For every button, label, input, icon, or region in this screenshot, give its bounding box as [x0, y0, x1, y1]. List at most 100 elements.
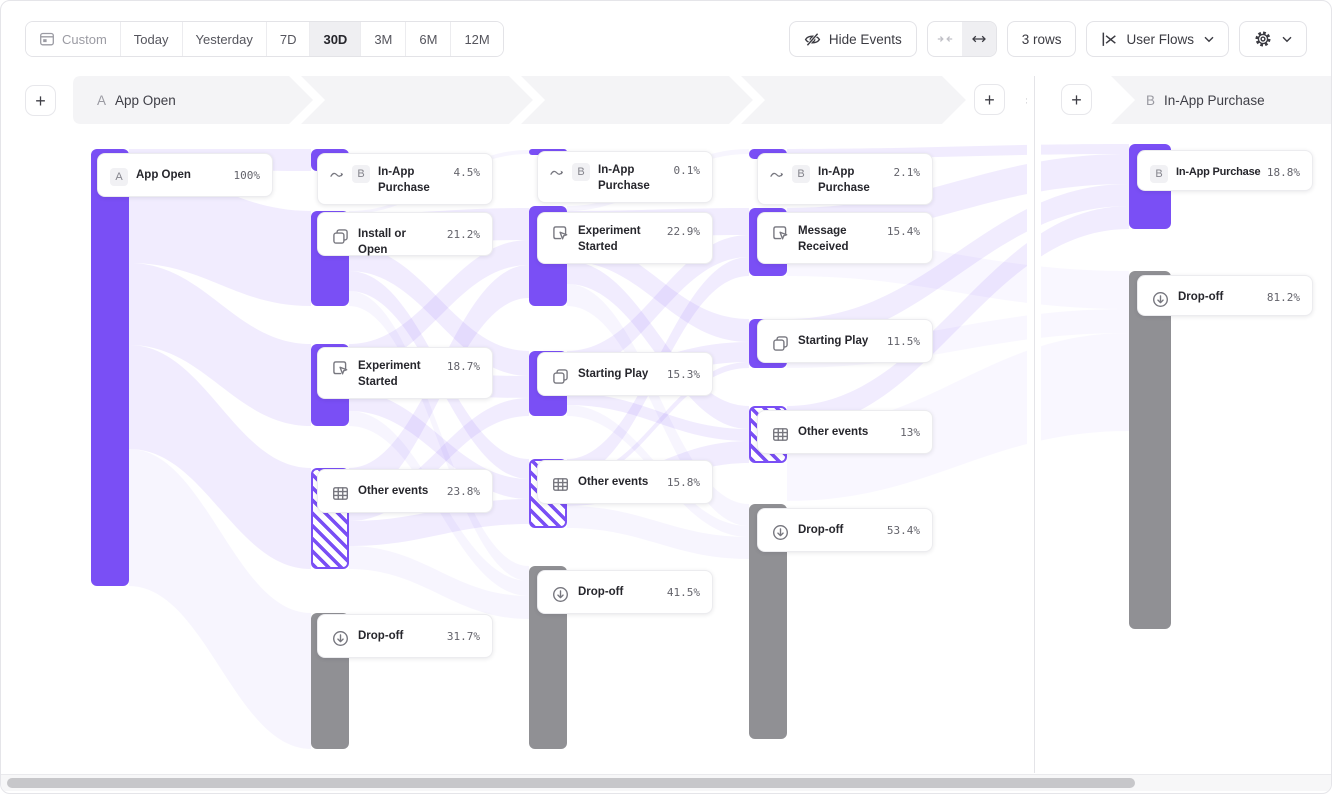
- horizontal-scrollbar: [1, 774, 1331, 791]
- start-event-header: A App Open: [97, 76, 176, 124]
- node-label: Message Received: [798, 225, 849, 253]
- flow-node-card-step-2-experiment-started[interactable]: Experiment Started 22.9%: [537, 212, 713, 264]
- chart-flow-icon: [1101, 31, 1118, 48]
- experiment-icon: [330, 358, 350, 378]
- flow-node-card-step-1-install-or-open[interactable]: Install or Open 21.2%: [317, 212, 493, 256]
- date-range-label: 6M: [419, 31, 438, 47]
- start-event-badge: A: [97, 92, 107, 108]
- hide-events-label: Hide Events: [828, 31, 902, 47]
- flow-node-card-step-3-message-received[interactable]: Message Received 15.4%: [757, 212, 933, 264]
- date-range-custom[interactable]: Custom: [26, 22, 121, 56]
- node-label: App Open: [136, 169, 191, 181]
- flow-node-card-step-1-drop-off[interactable]: Drop-off 31.7%: [317, 614, 493, 658]
- flow-bar-end-drop-off[interactable]: [1129, 271, 1171, 629]
- date-range-7d[interactable]: 7D: [266, 22, 311, 56]
- date-range-label: 12M: [464, 31, 490, 47]
- chevron-down-icon: [1204, 36, 1214, 43]
- date-range-3m[interactable]: 3M: [361, 22, 407, 56]
- node-percentage: 53.4%: [886, 524, 920, 537]
- copy-icon: [770, 333, 790, 353]
- node-percentage: 15.8%: [666, 476, 700, 489]
- flow-node-card-start-app-open[interactable]: A App Open 100%: [97, 153, 273, 197]
- node-percentage: 18.8%: [1266, 166, 1300, 179]
- step-header: + A App Open + ≈ + B In-App Purchase: [1, 76, 1331, 124]
- node-label: Drop-off: [1178, 291, 1224, 303]
- hide-events-button[interactable]: Hide Events: [788, 21, 917, 57]
- flow-node-card-step-1-in-app-purchase[interactable]: B In-App Purchase 4.5%: [317, 153, 493, 205]
- flow-node-card-step-3-in-app-purchase[interactable]: B In-App Purchase 2.1%: [757, 153, 933, 205]
- horizontal-scrollbar-thumb[interactable]: [7, 778, 1135, 788]
- start-event-label: App Open: [115, 92, 176, 108]
- node-percentage: 13%: [900, 426, 920, 439]
- node-percentage: 0.1%: [673, 164, 701, 177]
- copy-icon: [550, 366, 570, 386]
- flow-node-card-end-in-app-purchase[interactable]: B In-App Purchase 18.8%: [1137, 150, 1313, 191]
- event-badge-b: B: [1150, 165, 1168, 183]
- node-label: Drop-off: [798, 524, 844, 536]
- step-band-shapes: [73, 76, 1331, 124]
- node-percentage: 15.3%: [666, 368, 700, 381]
- date-range-yesterday[interactable]: Yesterday: [182, 22, 267, 56]
- end-event-label: In-App Purchase: [1164, 92, 1265, 108]
- flow-node-card-step-2-starting-play[interactable]: Starting Play 15.3%: [537, 352, 713, 396]
- node-label: Experiment Started: [358, 360, 421, 388]
- date-range-12m[interactable]: 12M: [451, 22, 503, 56]
- node-label: Other events: [578, 476, 649, 488]
- node-label: Drop-off: [358, 630, 404, 642]
- flow-node-card-step-2-in-app-purchase[interactable]: B In-App Purchase 0.1%: [537, 151, 713, 203]
- date-range-today[interactable]: Today: [120, 22, 183, 56]
- view-selector-dropdown[interactable]: User Flows: [1086, 21, 1229, 57]
- add-step-button[interactable]: +: [974, 84, 1005, 115]
- node-label: Other events: [358, 485, 429, 497]
- expand-columns-button[interactable]: [961, 22, 996, 56]
- event-badge-b: B: [352, 165, 370, 183]
- flow-bar-start-app-open[interactable]: [91, 149, 129, 586]
- node-label: In-App Purchase: [598, 164, 650, 192]
- node-label: Drop-off: [578, 586, 624, 598]
- experiment-icon: [770, 223, 790, 243]
- node-label: In-App Purchase: [1176, 166, 1261, 178]
- date-range-label: Yesterday: [195, 31, 253, 47]
- flow-node-card-step-2-other-events[interactable]: Other events 15.8%: [537, 460, 713, 504]
- grid-icon: [550, 474, 570, 494]
- flow-node-card-step-3-starting-play[interactable]: Starting Play 11.5%: [757, 319, 933, 363]
- flow-node-card-step-3-other-events[interactable]: Other events 13%: [757, 410, 933, 454]
- node-label: In-App Purchase: [378, 166, 430, 194]
- end-event-badge: B: [1146, 92, 1156, 108]
- node-percentage: 11.5%: [886, 335, 920, 348]
- node-percentage: 100%: [233, 169, 261, 182]
- date-range-6m[interactable]: 6M: [406, 22, 452, 56]
- node-label: Install or Open: [358, 228, 406, 256]
- date-range-label: 30D: [323, 31, 348, 47]
- event-badge-b: B: [792, 165, 810, 183]
- node-percentage: 81.2%: [1266, 291, 1300, 304]
- date-range-label: 7D: [279, 31, 297, 47]
- flow-node-card-step-1-experiment-started[interactable]: Experiment Started 18.7%: [317, 347, 493, 399]
- rows-button[interactable]: 3 rows: [1006, 21, 1077, 57]
- collapse-columns-button[interactable]: [928, 22, 962, 56]
- node-percentage: 31.7%: [446, 630, 480, 643]
- node-percentage: 15.4%: [886, 225, 920, 238]
- date-range-label: 3M: [374, 31, 393, 47]
- target-column-divider: [1027, 76, 1041, 773]
- chevron-down-icon: [1282, 36, 1292, 43]
- node-label: In-App Purchase: [818, 166, 870, 194]
- flow-node-card-end-drop-off[interactable]: Drop-off 81.2%: [1137, 275, 1313, 316]
- node-percentage: 2.1%: [893, 166, 921, 179]
- experiment-icon: [550, 223, 570, 243]
- flow-node-card-step-3-drop-off[interactable]: Drop-off 53.4%: [757, 508, 933, 552]
- grid-icon: [770, 424, 790, 444]
- calendar-icon: [39, 31, 55, 47]
- date-range-30d[interactable]: 30D: [310, 22, 362, 56]
- dropoff-icon: [330, 628, 350, 648]
- grid-icon: [330, 483, 350, 503]
- add-end-step-button[interactable]: +: [1061, 84, 1092, 115]
- flow-node-card-step-2-drop-off[interactable]: Drop-off 41.5%: [537, 570, 713, 614]
- date-range-selector: Custom Today Yesterday 7D 30D 3M 6M 12M: [25, 21, 504, 57]
- flow-node-card-step-1-other-events[interactable]: Other events 23.8%: [317, 469, 493, 513]
- node-percentage: 22.9%: [666, 225, 700, 238]
- eye-off-icon: [804, 31, 821, 48]
- settings-dropdown[interactable]: [1239, 21, 1307, 57]
- add-start-event-button[interactable]: +: [25, 85, 56, 116]
- node-label: Starting Play: [578, 368, 649, 380]
